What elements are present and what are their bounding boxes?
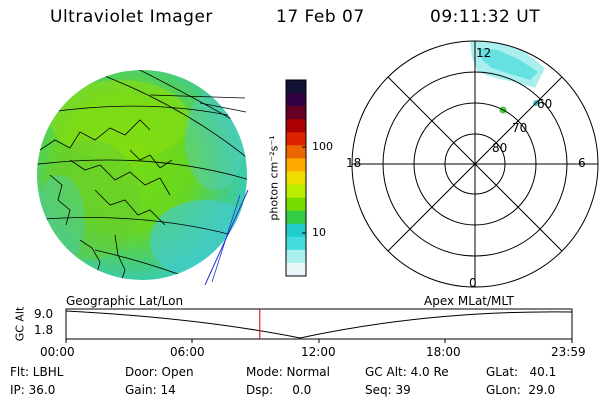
timeline-ytick-low: 1.8 bbox=[34, 323, 54, 337]
mlt-label-0: 0 bbox=[469, 276, 477, 290]
timeline-right-title: Apex MLat/MLT bbox=[424, 294, 514, 308]
timeline-xtick-1: 06:00 bbox=[170, 345, 205, 359]
colorbar-swatch bbox=[286, 223, 306, 238]
status-ip: IP: 36.0 bbox=[10, 383, 56, 397]
time-label: 09:11:32 UT bbox=[430, 7, 541, 27]
timeline-xtick-0: 00:00 bbox=[40, 345, 75, 359]
status-dsp: Dsp: 0.0 bbox=[246, 383, 312, 397]
colorbar-swatch bbox=[286, 236, 306, 251]
lat-label-80: 80 bbox=[492, 141, 508, 155]
colorbar-swatch bbox=[286, 210, 306, 225]
lat-label-60: 60 bbox=[537, 97, 553, 111]
colorbar-swatch bbox=[286, 262, 306, 277]
colorbar-swatch bbox=[286, 145, 306, 159]
altitude-curve bbox=[65, 310, 573, 339]
colorbar-swatch bbox=[286, 132, 306, 146]
timeline-xtick-3: 18:00 bbox=[426, 345, 461, 359]
status-glon: GLon: 29.0 bbox=[486, 383, 556, 397]
status-seq: Seq: 39 bbox=[365, 383, 411, 397]
status-gain: Gain: 14 bbox=[125, 383, 176, 397]
timeline-left-title: Geographic Lat/Lon bbox=[66, 294, 184, 308]
lat-label-70: 70 bbox=[512, 121, 528, 135]
colorbar-swatch bbox=[286, 158, 306, 172]
status-door: Door: Open bbox=[125, 365, 194, 379]
colorbar-swatch bbox=[286, 93, 306, 107]
status-glat: GLat: 40.1 bbox=[486, 365, 557, 379]
mlt-label-12: 12 bbox=[476, 46, 492, 60]
colorbar-swatch bbox=[286, 119, 306, 133]
colorbar-swatch bbox=[286, 197, 306, 212]
status-mode: Mode: Normal bbox=[246, 365, 330, 379]
colorbar-swatch bbox=[286, 80, 306, 94]
app-title: Ultraviolet Imager bbox=[50, 7, 213, 27]
colorbar-tick-10: 10 bbox=[312, 226, 326, 239]
colorbar-swatch bbox=[286, 106, 306, 120]
status-gc-alt: GC Alt: 4.0 Re bbox=[365, 365, 449, 379]
colorbar-swatch bbox=[286, 249, 306, 264]
timeline-xtick-2: 12:00 bbox=[301, 345, 336, 359]
timeline-ytick-high: 9.0 bbox=[34, 307, 54, 321]
date-label: 17 Feb 07 bbox=[276, 7, 365, 27]
timeline-xtick-4: 23:59 bbox=[551, 345, 586, 359]
mlt-label-6: 6 bbox=[578, 156, 586, 170]
status-flt: Flt: LBHL bbox=[10, 365, 64, 379]
colorbar-swatch bbox=[286, 184, 306, 199]
colorbar-swatch bbox=[286, 171, 306, 186]
mlt-label-18: 18 bbox=[346, 156, 362, 170]
colorbar-tick-100: 100 bbox=[312, 140, 333, 153]
